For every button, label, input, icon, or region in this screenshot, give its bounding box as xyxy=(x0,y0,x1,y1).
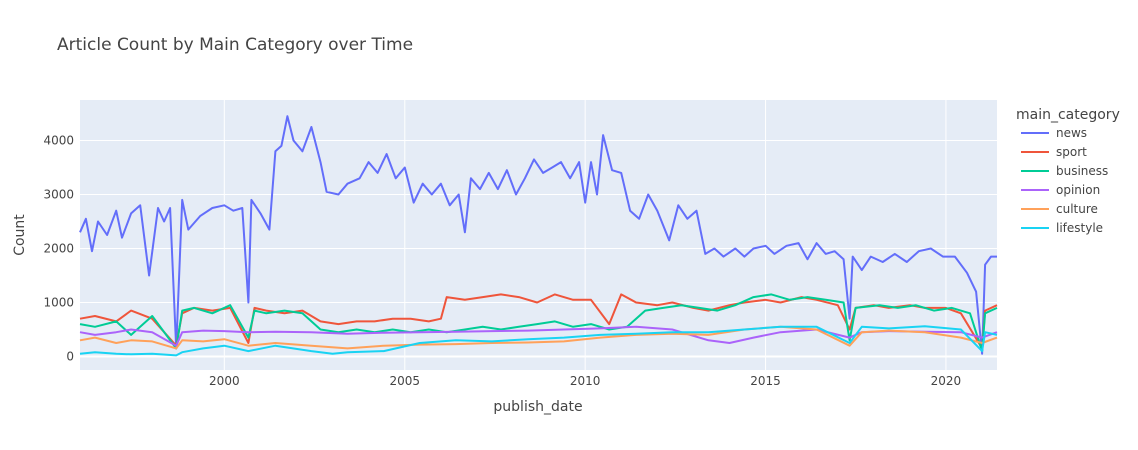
y-tick-label: 2000 xyxy=(43,242,74,256)
series-line-business xyxy=(79,293,998,353)
legend-item-news: news xyxy=(1021,126,1087,140)
legend-item-culture: culture xyxy=(1021,202,1098,216)
chart-title: Article Count by Main Category over Time xyxy=(57,35,413,55)
legend-label: opinion xyxy=(1056,183,1100,197)
x-tick-label: 2010 xyxy=(570,374,601,388)
x-axis-ticks: 2000 2005 2010 2015 2020 xyxy=(209,374,961,388)
x-tick-label: 2005 xyxy=(390,374,421,388)
x-tick-label: 2020 xyxy=(931,374,962,388)
y-tick-label: 0 xyxy=(66,350,74,364)
x-axis-title: publish_date xyxy=(493,399,582,415)
x-tick-label: 2000 xyxy=(209,374,240,388)
legend-item-sport: sport xyxy=(1021,145,1087,159)
series-line-culture xyxy=(79,325,998,350)
series-lines xyxy=(79,115,998,357)
legend-item-lifestyle: lifestyle xyxy=(1021,221,1103,235)
series-line-news xyxy=(79,115,997,355)
y-tick-label: 4000 xyxy=(43,134,74,148)
legend: news sport business opinion culture lifestyle xyxy=(1021,126,1108,235)
legend-item-opinion: opinion xyxy=(1021,183,1100,197)
y-tick-label: 1000 xyxy=(43,296,74,310)
y-axis-title: Count xyxy=(12,214,28,256)
legend-label: news xyxy=(1056,126,1087,140)
legend-label: business xyxy=(1056,164,1108,178)
y-axis-ticks: 0 1000 2000 3000 4000 xyxy=(43,134,74,364)
x-tick-label: 2015 xyxy=(750,374,781,388)
y-tick-label: 3000 xyxy=(43,188,74,202)
legend-title: main_category xyxy=(1016,107,1120,123)
legend-label: culture xyxy=(1056,202,1098,216)
legend-label: lifestyle xyxy=(1056,221,1103,235)
legend-item-business: business xyxy=(1021,164,1108,178)
plot-area xyxy=(80,100,997,370)
series-line-lifestyle xyxy=(79,325,998,357)
legend-label: sport xyxy=(1056,145,1087,159)
